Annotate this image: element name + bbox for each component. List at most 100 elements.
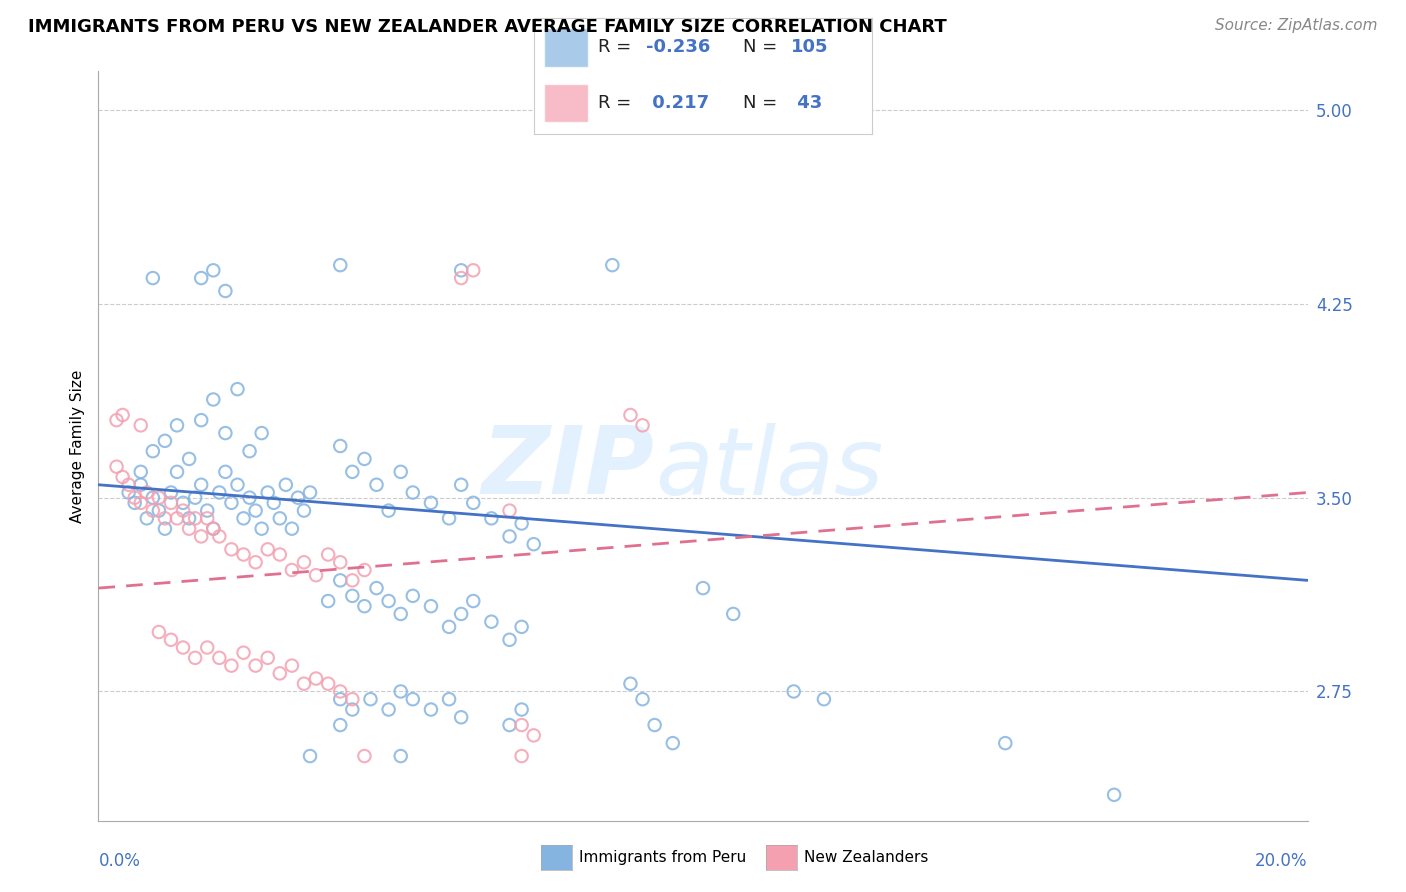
Point	[250, 522, 273, 536]
Point	[377, 702, 399, 716]
Point	[118, 477, 141, 491]
Point	[179, 451, 201, 466]
Point	[239, 444, 262, 458]
Point	[214, 426, 236, 441]
Point	[353, 599, 375, 614]
Point	[256, 542, 278, 557]
Point	[232, 646, 254, 660]
Point	[329, 258, 352, 272]
Point	[450, 710, 472, 724]
Text: R =: R =	[599, 94, 643, 112]
Point	[420, 496, 443, 510]
Point	[450, 477, 472, 491]
Point	[232, 511, 254, 525]
Y-axis label: Average Family Size: Average Family Size	[69, 369, 84, 523]
Point	[160, 485, 183, 500]
Point	[195, 640, 218, 655]
Point	[184, 491, 207, 505]
Point	[142, 491, 165, 505]
Point	[329, 692, 352, 706]
Text: N =: N =	[744, 94, 783, 112]
Point	[135, 511, 157, 525]
Point	[402, 589, 425, 603]
Point	[166, 511, 188, 525]
Point	[124, 496, 146, 510]
Point	[269, 666, 291, 681]
Point	[202, 263, 225, 277]
Point	[281, 658, 304, 673]
Point	[142, 503, 165, 517]
Point	[129, 465, 152, 479]
Point	[226, 477, 249, 491]
Point	[190, 477, 212, 491]
Point	[256, 651, 278, 665]
Point	[142, 444, 165, 458]
Point	[263, 496, 285, 510]
Point	[631, 692, 654, 706]
Point	[148, 503, 170, 517]
Text: 105: 105	[790, 38, 828, 56]
Point	[129, 477, 152, 491]
Text: 0.0%: 0.0%	[98, 852, 141, 870]
Point	[166, 465, 188, 479]
Point	[813, 692, 835, 706]
Point	[292, 503, 315, 517]
Point	[342, 589, 364, 603]
Point	[450, 263, 472, 277]
Point	[389, 607, 412, 621]
Point	[463, 594, 485, 608]
Point	[214, 284, 236, 298]
Point	[994, 736, 1017, 750]
Point	[377, 594, 399, 608]
Point	[281, 522, 304, 536]
Point	[316, 676, 339, 690]
Text: 0.217: 0.217	[645, 94, 709, 112]
Point	[329, 684, 352, 698]
Point	[172, 496, 194, 510]
Text: 43: 43	[790, 94, 823, 112]
Point	[329, 574, 352, 588]
Point	[292, 676, 315, 690]
Point	[510, 749, 533, 764]
Point	[239, 491, 262, 505]
Point	[360, 692, 382, 706]
Point	[245, 503, 267, 517]
Point	[142, 271, 165, 285]
Point	[111, 408, 134, 422]
Point	[190, 271, 212, 285]
Point	[190, 529, 212, 543]
Point	[105, 459, 128, 474]
Point	[498, 529, 520, 543]
Point	[245, 658, 267, 673]
Text: N =: N =	[744, 38, 783, 56]
Point	[232, 548, 254, 562]
Point	[389, 465, 412, 479]
Point	[342, 692, 364, 706]
Point	[661, 736, 683, 750]
Point	[498, 718, 520, 732]
Point	[316, 594, 339, 608]
Point	[124, 491, 146, 505]
Point	[402, 485, 425, 500]
Point	[269, 511, 291, 525]
Point	[160, 496, 183, 510]
Point	[602, 258, 624, 272]
Point	[153, 434, 176, 448]
Text: ZIP: ZIP	[482, 423, 655, 515]
Point	[221, 542, 243, 557]
Point	[129, 496, 152, 510]
Text: -0.236: -0.236	[645, 38, 710, 56]
Point	[281, 563, 304, 577]
Point	[184, 511, 207, 525]
Point	[202, 392, 225, 407]
Point	[366, 581, 388, 595]
Text: Source: ZipAtlas.com: Source: ZipAtlas.com	[1215, 18, 1378, 33]
Point	[195, 503, 218, 517]
Text: New Zealanders: New Zealanders	[804, 850, 928, 864]
Point	[353, 749, 375, 764]
Point	[437, 692, 460, 706]
Text: 20.0%: 20.0%	[1256, 852, 1308, 870]
Point	[353, 451, 375, 466]
Point	[111, 470, 134, 484]
Point	[274, 477, 297, 491]
